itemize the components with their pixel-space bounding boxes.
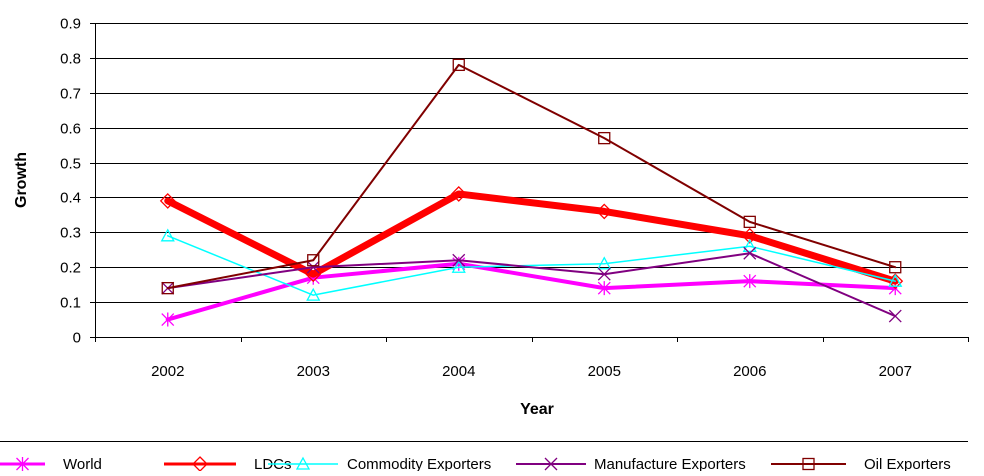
x-tick-label: 2005 (588, 363, 621, 380)
legend: World LDCs Commodity Exporters Manufacture … (0, 456, 951, 473)
y-tick-label: 0.9 (60, 16, 81, 33)
data-point-marker (161, 282, 174, 295)
legend-swatch-marker (16, 457, 29, 471)
data-point-marker (306, 260, 320, 274)
data-point-marker (743, 246, 757, 260)
y-tick-labels: 0 0.1 0.2 0.3 0.4 0.5 0.6 0.7 0.8 0.9 (60, 16, 81, 347)
series-manufacture-exporters (161, 246, 902, 323)
data-point-marker (306, 287, 321, 301)
data-point-marker (450, 186, 467, 202)
y-tick-label: 0.8 (60, 51, 81, 68)
data-point-marker (889, 261, 902, 274)
data-point-marker (887, 273, 904, 290)
y-tick-label: 0.6 (60, 121, 81, 138)
series-line (167, 235, 896, 296)
series-ldcs (159, 186, 904, 290)
legend-label: Commodity Exporters (347, 456, 491, 471)
x-tick-label: 2006 (733, 363, 766, 380)
x-axis-title: Year (520, 401, 554, 418)
y-tick-label: 0.1 (60, 295, 81, 312)
data-point-marker (888, 273, 903, 287)
legend-swatch-marker (802, 457, 815, 471)
y-tick-label: 0 (73, 330, 81, 347)
series-line (164, 190, 899, 285)
data-point-marker (597, 256, 612, 270)
x-tick-label: 2002 (151, 363, 184, 380)
data-point-marker (307, 254, 320, 267)
x-tick-label: 2004 (442, 363, 475, 380)
y-tick-label: 0.4 (60, 190, 81, 207)
y-tick-label: 0.2 (60, 260, 81, 277)
data-point-marker (159, 193, 176, 209)
data-point-marker (160, 228, 175, 242)
legend-item: Oil Exporters (771, 456, 951, 473)
data-point-marker (741, 227, 758, 244)
data-point-marker (597, 281, 611, 296)
series-commodity-exporters (160, 228, 903, 301)
gridlines (95, 23, 968, 303)
data-point-marker (597, 267, 611, 281)
legend-item: World (0, 456, 102, 473)
legend-item: Manufacture Exporters (516, 456, 746, 473)
series-oil-exporters (161, 58, 902, 295)
y-axis-title: Growth (13, 152, 30, 208)
data-point-marker (598, 131, 611, 145)
series-line (166, 252, 897, 318)
data-point-marker (596, 203, 613, 220)
legend-label: World (63, 456, 102, 471)
legend-item: Commodity Exporters (268, 456, 491, 473)
legend-label: Oil Exporters (864, 456, 951, 471)
data-point-marker (742, 238, 757, 252)
data-point-marker (743, 215, 756, 229)
data-point-marker (452, 58, 465, 72)
series-line (166, 63, 897, 290)
data-point-marker (451, 259, 466, 273)
x-tick-label: 2007 (879, 363, 912, 380)
x-tick-label: 2003 (297, 363, 330, 380)
series-group (159, 58, 904, 327)
data-point-marker (452, 253, 466, 267)
data-point-marker (161, 312, 175, 327)
legend-swatch-marker (295, 456, 311, 470)
data-point-marker (888, 309, 902, 323)
legend-swatch-marker (544, 457, 558, 471)
axes (90, 23, 969, 342)
y-tick-label: 0.5 (60, 156, 81, 173)
legend-label: Manufacture Exporters (594, 456, 746, 471)
data-point-marker (743, 274, 757, 289)
y-tick-label: 0.7 (60, 86, 81, 103)
y-tick-label: 0.3 (60, 225, 81, 242)
x-tick-labels: 2002 2003 2004 2005 2006 2007 (151, 363, 912, 380)
